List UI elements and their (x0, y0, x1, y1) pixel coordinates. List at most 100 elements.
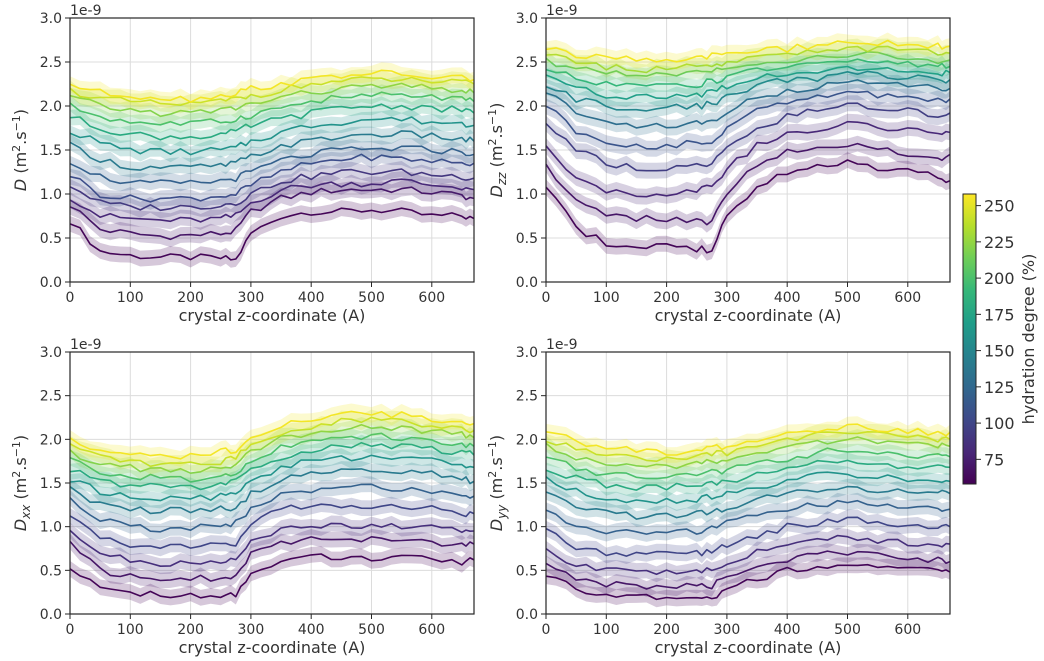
y-label-unit-sup: −1 (10, 115, 23, 131)
series-line (545, 485, 951, 520)
y-label-unit-sup: −1 (10, 441, 23, 457)
y-tick-label: 2.0 (40, 99, 62, 115)
y-tick-label: 3.0 (516, 11, 538, 27)
confidence-band (70, 425, 474, 490)
series-line (69, 153, 475, 203)
panel-2: 0 100 200 300 400 500 600 0.0 0.5 1.0 1.5 2.0 2.5 3.0… (486, 3, 951, 325)
y-axis-label: Dyy (m2.s−1) (486, 435, 509, 531)
confidence-band (70, 409, 474, 475)
y-label-symbol: D (487, 185, 506, 197)
x-tick-label: 500 (358, 290, 385, 306)
x-tick-label: 200 (653, 290, 680, 306)
x-tick-label: 200 (653, 622, 680, 638)
y-tick-label: 1.5 (516, 143, 538, 159)
series-line (545, 120, 951, 198)
x-tick-label: 300 (238, 622, 265, 638)
series-line (545, 70, 951, 112)
series-line (69, 483, 475, 533)
series-line (69, 454, 475, 502)
series-line (69, 116, 475, 156)
series-line (545, 447, 951, 480)
x-tick-label: 100 (117, 622, 144, 638)
series-line (545, 79, 951, 129)
series-line (69, 416, 475, 468)
series-line (69, 76, 475, 106)
series-line (545, 550, 951, 590)
y-label-symbol: D (487, 519, 506, 531)
confidence-band (546, 527, 950, 583)
y-label-subscript: yy (495, 504, 509, 520)
colorbar-tick-label: 225 (984, 233, 1015, 252)
series-line (69, 503, 475, 550)
x-axis-label: crystal z-coordinate (A) (179, 306, 366, 325)
confidence-band (70, 476, 474, 540)
colorbar-tick-label: 75 (984, 450, 1004, 469)
colorbar: 75 100 125 150 175 200 225 250 hydration degree … (962, 193, 1038, 485)
confidence-band (546, 72, 950, 136)
x-tick-label: 0 (542, 622, 551, 638)
confidence-band (70, 62, 474, 110)
y-label-unit-sup: −1 (486, 441, 499, 457)
confidence-band (70, 96, 474, 148)
y-tick-label: 3.0 (40, 345, 62, 361)
x-tick-label: 100 (593, 622, 620, 638)
x-tick-label: 300 (714, 622, 741, 638)
offset-text: 1e-9 (70, 3, 101, 19)
series-line (69, 103, 475, 141)
offset-text: 1e-9 (70, 337, 101, 353)
confidence-band (546, 32, 950, 70)
x-tick-label: 200 (177, 290, 204, 306)
y-tick-label: 0.0 (516, 607, 538, 623)
x-tick-label: 200 (177, 622, 204, 638)
y-tick-label: 0.0 (516, 275, 538, 291)
series-line (69, 130, 475, 171)
y-tick-label: 2.0 (516, 432, 538, 448)
series-line (545, 436, 951, 470)
series-line (69, 186, 475, 241)
x-tick-label: 500 (834, 622, 861, 638)
x-tick-label: 0 (542, 290, 551, 306)
x-tick-label: 400 (774, 290, 801, 306)
y-tick-label: 0.0 (40, 275, 62, 291)
series-line (545, 534, 951, 576)
x-tick-label: 400 (774, 622, 801, 638)
confidence-band (70, 515, 474, 575)
x-tick-label: 600 (894, 290, 921, 306)
y-label-unit: (m (487, 146, 506, 173)
x-tick-label: 600 (418, 290, 445, 306)
series-line (545, 459, 951, 491)
series-line (69, 535, 475, 582)
y-tick-label: 0.5 (516, 563, 538, 579)
confidence-band (546, 113, 950, 205)
colorbar-tick-label: 250 (984, 197, 1015, 216)
series-line (545, 58, 951, 89)
series-line (69, 553, 475, 599)
y-label-unit-sup: 2 (10, 471, 23, 478)
series-line (545, 65, 951, 100)
x-tick-label: 300 (714, 290, 741, 306)
series-line (545, 499, 951, 535)
confidence-band (546, 492, 950, 542)
confidence-band (70, 109, 474, 163)
y-tick-label: 1.0 (516, 187, 538, 203)
confidence-band (546, 95, 950, 179)
confidence-band (546, 152, 950, 261)
y-label-unit: (m (487, 478, 506, 505)
panel-1: 0 100 200 300 400 500 600 0.0 0.5 1.0 1.5 2.0 2.5 3.0… (10, 3, 475, 325)
confidence-band (70, 528, 474, 589)
series-line (69, 145, 475, 185)
colorbar-tick-label: 175 (984, 305, 1015, 324)
y-tick-label: 2.5 (516, 389, 538, 405)
confidence-band (70, 138, 474, 192)
colorbar-label: hydration degree (%) (1019, 254, 1038, 425)
y-label-unit-sup: −1 (486, 109, 499, 125)
y-label-subscript: zz (495, 172, 509, 186)
x-axis-label: crystal z-coordinate (A) (655, 306, 842, 325)
series-line (69, 468, 475, 515)
x-tick-label: 0 (66, 290, 75, 306)
confidence-band (70, 403, 474, 467)
series-line (545, 563, 951, 601)
confidence-band (70, 434, 474, 498)
y-label-symbol: D (11, 179, 30, 191)
